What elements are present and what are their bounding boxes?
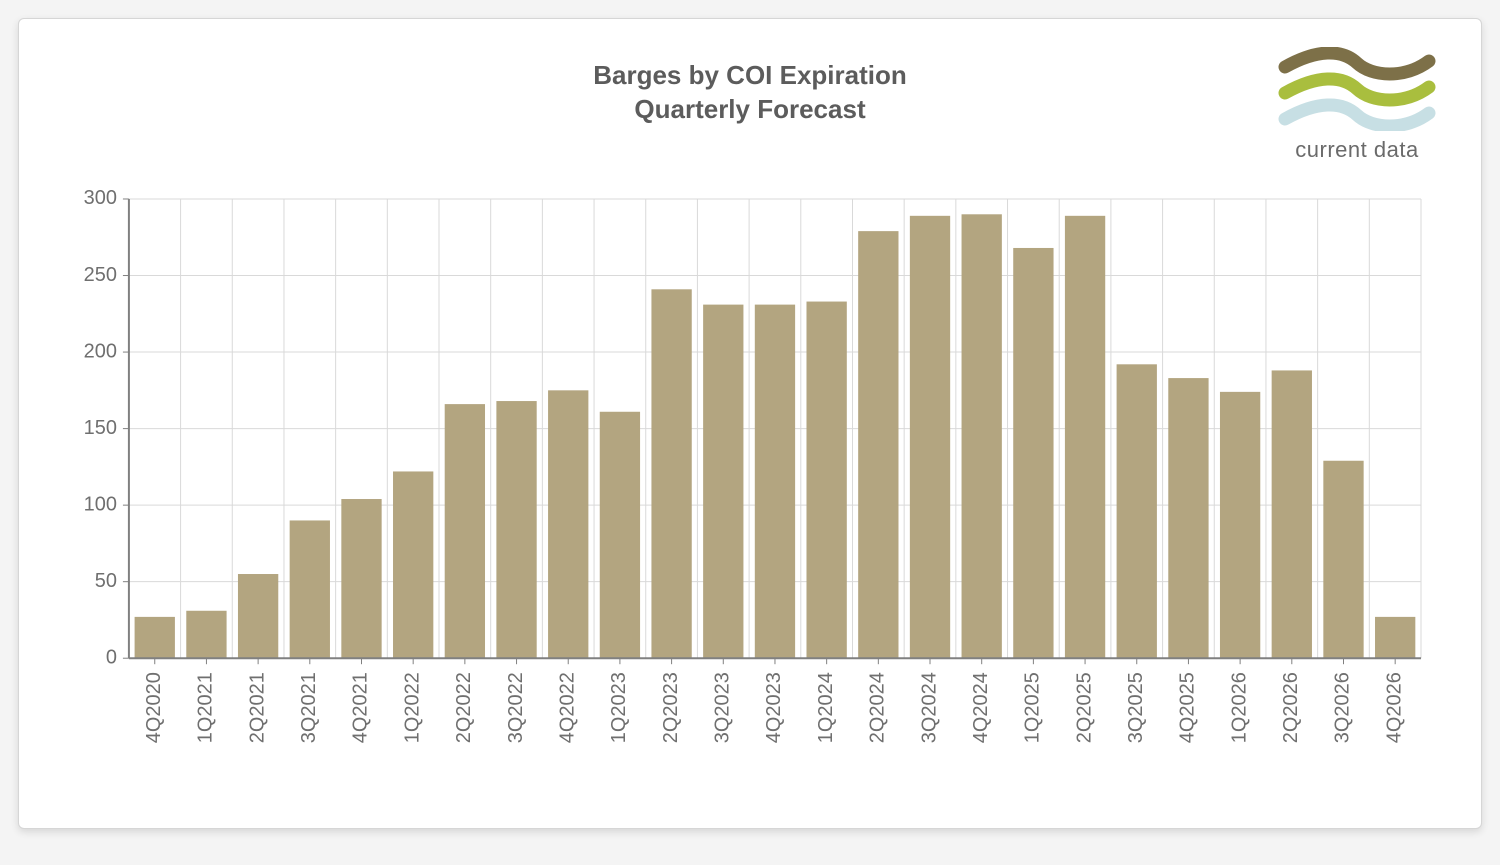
x-tick-label: 2Q2021: [246, 672, 268, 743]
bar: [496, 401, 536, 658]
bar: [1117, 364, 1157, 658]
bar: [341, 499, 381, 658]
x-tick-label: 3Q2023: [712, 672, 734, 743]
bar: [1065, 216, 1105, 658]
bar: [910, 216, 950, 658]
x-tick-label: 4Q2024: [970, 672, 992, 743]
bar: [755, 305, 795, 659]
bar: [238, 574, 278, 658]
x-tick-label: 2Q2026: [1280, 672, 1302, 743]
x-tick-label: 1Q2025: [1022, 672, 1044, 743]
x-tick-label: 4Q2023: [763, 672, 785, 743]
y-tick-label: 250: [84, 264, 117, 286]
bar: [651, 289, 691, 658]
bar: [548, 390, 588, 658]
bar: [186, 611, 226, 658]
waves-icon: [1277, 47, 1437, 131]
x-tick-label: 4Q2026: [1383, 672, 1405, 743]
x-tick-label: 1Q2026: [1228, 672, 1250, 743]
x-tick-label: 2Q2025: [1073, 672, 1095, 743]
chart-card: Barges by COI Expiration Quarterly Forec…: [18, 18, 1482, 829]
x-tick-label: 2Q2023: [660, 672, 682, 743]
bar: [1323, 461, 1363, 658]
y-tick-label: 150: [84, 417, 117, 439]
bar: [1220, 392, 1260, 658]
x-tick-label: 1Q2021: [195, 672, 217, 743]
x-tick-label: 4Q2025: [1177, 672, 1199, 743]
x-tick-label: 3Q2024: [918, 672, 940, 743]
bar: [806, 302, 846, 659]
x-tick-label: 3Q2022: [505, 672, 527, 743]
x-tick-label: 4Q2020: [143, 672, 165, 743]
bar: [393, 471, 433, 658]
bar: [1272, 370, 1312, 658]
y-tick-label: 0: [106, 646, 117, 668]
x-tick-label: 4Q2021: [350, 672, 372, 743]
bar: [962, 214, 1002, 658]
x-tick-label: 3Q2025: [1125, 672, 1147, 743]
bar: [445, 404, 485, 658]
bar-chart: 0 50 100 150 200 250 300 4Q2020 1Q2021 2Q2021 3Q20…: [69, 189, 1431, 788]
x-tick-label: 3Q2021: [298, 672, 320, 743]
x-tick-label: 1Q2022: [401, 672, 423, 743]
x-tick-label: 4Q2022: [556, 672, 578, 743]
bar: [290, 520, 330, 658]
x-tick-label: 2Q2024: [867, 672, 889, 743]
y-tick-label: 100: [84, 493, 117, 515]
bar: [1375, 617, 1415, 658]
chart-title-line1: Barges by COI Expiration: [593, 60, 907, 90]
brand-logo: current data: [1277, 47, 1437, 163]
x-tick-label: 1Q2023: [608, 672, 630, 743]
y-tick-label: 200: [84, 340, 117, 362]
chart-title: Barges by COI Expiration Quarterly Forec…: [69, 59, 1431, 127]
bar: [1168, 378, 1208, 658]
x-tick-label: 1Q2024: [815, 672, 837, 743]
bar: [135, 617, 175, 658]
bar: [600, 412, 640, 658]
brand-caption: current data: [1277, 137, 1437, 163]
x-tick-label: 3Q2026: [1332, 672, 1354, 743]
x-tick-label: 2Q2022: [453, 672, 475, 743]
chart-title-line2: Quarterly Forecast: [634, 94, 865, 124]
y-tick-label: 50: [95, 570, 117, 592]
y-tick-label: 300: [84, 189, 117, 209]
bar: [858, 231, 898, 658]
bar: [1013, 248, 1053, 658]
bar: [703, 305, 743, 659]
